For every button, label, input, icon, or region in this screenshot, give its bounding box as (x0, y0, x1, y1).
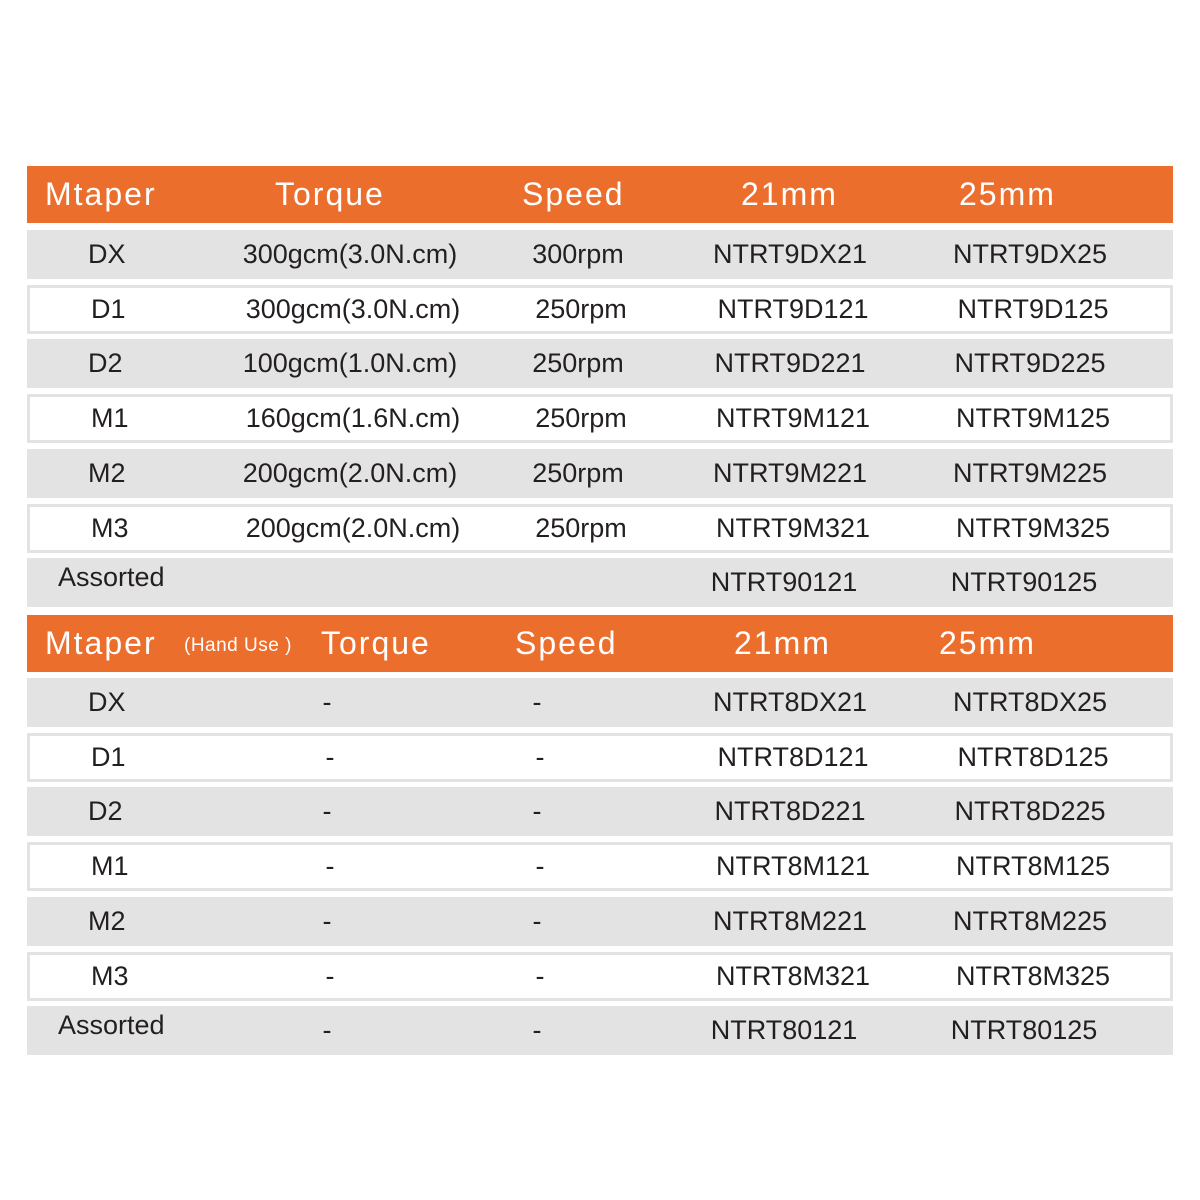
cell-c21: NTRT8M121 (715, 851, 871, 882)
cell-c25: NTRT9D125 (957, 293, 1109, 324)
cell-c21: NTRT9M121 (715, 403, 871, 434)
cell-model: Assorted (58, 1010, 165, 1041)
cell-c21: NTRT9M321 (715, 512, 871, 543)
cell-torque: 160gcm(1.6N.cm) (245, 403, 461, 434)
cell-c21: NTRT9M221 (712, 457, 868, 488)
cell-model: M1 (91, 403, 129, 434)
cell-model: D2 (88, 348, 123, 379)
header-speed: Speed (522, 176, 625, 212)
cell-model: Assorted (58, 562, 165, 593)
cell-c25: NTRT8M225 (952, 905, 1108, 936)
cell-speed: - (532, 687, 542, 717)
cell-c21: NTRT9DX21 (712, 239, 868, 269)
cell-speed: 250rpm (532, 457, 624, 488)
table-row: D2 100gcm(1.0N.cm) 250rpm NTRT9D221 NTRT9D22… (27, 339, 1173, 389)
table-row: Assorted - - NTRT80121 NTRT80125 (27, 1006, 1173, 1056)
header-21mm: 21mm (734, 625, 831, 661)
cell-torque: 200gcm(2.0N.cm) (245, 512, 461, 543)
cell-speed: - (532, 796, 542, 827)
cell-speed: 250rpm (535, 403, 627, 434)
table-row: D1 - - NTRT8D121 NTRT8D125 (27, 732, 1173, 782)
cell-model: D1 (91, 293, 126, 324)
cell-model: M3 (91, 960, 129, 991)
cell-c25: NTRT90125 (950, 567, 1098, 598)
table-row: M1 - - NTRT8M121 NTRT8M125 (27, 842, 1173, 892)
cell-c21: NTRT8D221 (714, 796, 866, 827)
cell-model: D2 (88, 796, 123, 827)
cell-c21: NTRT80121 (710, 1015, 858, 1046)
cell-model: D1 (91, 741, 126, 772)
cell-model: M1 (91, 851, 129, 882)
cell-c25: NTRT8DX25 (952, 687, 1108, 717)
cell-c21: NTRT90121 (710, 567, 858, 598)
table-row: M2 - - NTRT8M221 NTRT8M225 (27, 896, 1173, 946)
table-row: DX 300gcm(3.0N.cm) 300rpm NTRT9DX21 NTRT9DX2… (27, 230, 1173, 279)
cell-c25: NTRT8M325 (955, 960, 1111, 991)
cell-c25: NTRT9D225 (954, 348, 1106, 379)
cell-speed: 250rpm (535, 293, 627, 324)
cell-model: M3 (91, 512, 129, 543)
cell-torque: - (322, 1015, 332, 1046)
cell-speed: 300rpm (532, 239, 624, 269)
table1-header: Mtaper Torque Speed 21mm 25mm (27, 166, 1173, 223)
table-row: M3 - - NTRT8M321 NTRT8M325 (27, 951, 1173, 1001)
cell-c21: NTRT8M221 (712, 905, 868, 936)
cell-c21: NTRT9D221 (714, 348, 866, 379)
header-25mm: 25mm (959, 176, 1056, 212)
cell-c21: NTRT8M321 (715, 960, 871, 991)
cell-model: M2 (88, 457, 126, 488)
table-row: M2 200gcm(2.0N.cm) 250rpm NTRT9M221 NTRT9M22… (27, 448, 1173, 498)
cell-c25: NTRT9M125 (955, 403, 1111, 434)
table-row: M3 200gcm(2.0N.cm) 250rpm NTRT9M321 NTRT9M32… (27, 503, 1173, 553)
header-21mm: 21mm (741, 176, 838, 212)
table-row: D2 - - NTRT8D221 NTRT8D225 (27, 787, 1173, 837)
header-model: Mtaper (45, 625, 157, 661)
header-model: Mtaper (45, 176, 157, 212)
cell-c21: NTRT9D121 (717, 293, 869, 324)
cell-c25: NTRT8D225 (954, 796, 1106, 827)
table-row: M1 160gcm(1.6N.cm) 250rpm NTRT9M121 NTRT9M12… (27, 394, 1173, 444)
cell-torque: - (325, 851, 335, 882)
table-row: Assorted NTRT90121 NTRT90125 (27, 558, 1173, 608)
cell-torque: - (322, 796, 332, 827)
cell-torque: 200gcm(2.0N.cm) (242, 457, 458, 488)
cell-c25: NTRT8M125 (955, 851, 1111, 882)
cell-torque: 300gcm(3.0N.cm) (242, 239, 458, 269)
cell-speed: - (535, 741, 545, 772)
cell-speed: - (532, 1015, 542, 1046)
cell-model: DX (88, 239, 126, 269)
cell-c21: NTRT8DX21 (712, 687, 868, 717)
table-row: DX - - NTRT8DX21 NTRT8DX25 (27, 678, 1173, 727)
cell-torque: 100gcm(1.0N.cm) (242, 348, 458, 379)
cell-c25: NTRT80125 (950, 1015, 1098, 1046)
header-torque: Torque (275, 176, 385, 212)
cell-torque: - (325, 741, 335, 772)
cell-speed: - (535, 960, 545, 991)
cell-c21: NTRT8D121 (717, 741, 869, 772)
cell-c25: NTRT9M325 (955, 512, 1111, 543)
cell-speed: - (532, 905, 542, 936)
cell-torque: - (322, 905, 332, 936)
cell-c25: NTRT9M225 (952, 457, 1108, 488)
header-25mm: 25mm (939, 625, 1036, 661)
cell-c25: NTRT8D125 (957, 741, 1109, 772)
table2-header: Mtaper (Hand Use ) Torque Speed 21mm 25m… (27, 615, 1173, 672)
table-row: D1 300gcm(3.0N.cm) 250rpm NTRT9D121 NTRT9D12… (27, 284, 1173, 334)
cell-torque: 300gcm(3.0N.cm) (245, 293, 461, 324)
header-torque: Torque (321, 625, 431, 661)
cell-c25: NTRT9DX25 (952, 239, 1108, 269)
cell-speed: 250rpm (532, 348, 624, 379)
header-note: (Hand Use ) (184, 635, 292, 656)
cell-torque: - (325, 960, 335, 991)
cell-model: DX (88, 687, 126, 717)
header-speed: Speed (515, 625, 618, 661)
cell-speed: 250rpm (535, 512, 627, 543)
cell-torque: - (322, 687, 332, 717)
cell-model: M2 (88, 905, 126, 936)
cell-speed: - (535, 851, 545, 882)
